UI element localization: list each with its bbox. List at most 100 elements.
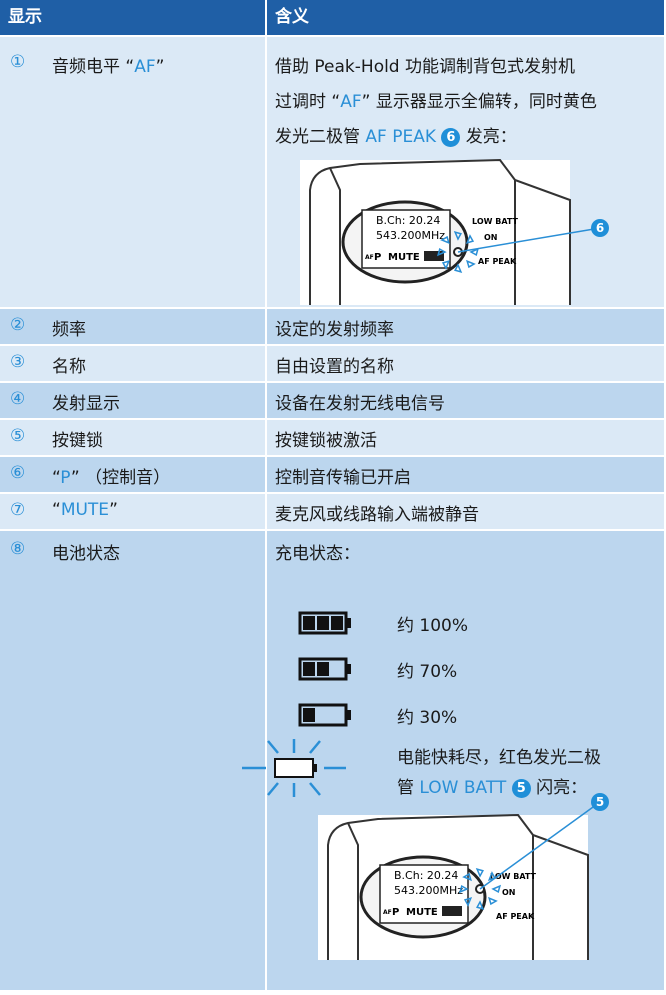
display-text: P [374, 252, 381, 263]
cell: 控制音传输已开启 [267, 457, 664, 492]
callout-number: 5 [596, 795, 604, 809]
led-ray [475, 867, 484, 878]
led-ray [440, 235, 450, 245]
led-label: ON [502, 888, 516, 897]
text: 发射显示 [52, 394, 120, 414]
item-number: ② [10, 315, 26, 335]
led-ray [458, 885, 469, 894]
led-ray [488, 896, 498, 906]
led-ray [469, 247, 480, 256]
display-text: MUTE [388, 252, 420, 263]
item-label: 按键锁 [52, 426, 103, 451]
header-cell: 显示 [0, 0, 265, 35]
meaning: 按键锁被激活 [275, 431, 377, 451]
item-label: “P” （控制音） [52, 463, 170, 488]
meaning: 设定的发射频率 [275, 320, 394, 340]
device-outline [309, 158, 571, 305]
text: 按键锁 [52, 431, 103, 451]
led-ray [466, 259, 476, 269]
device-outline [327, 813, 589, 960]
cell: 按键锁被激活 [267, 420, 664, 455]
cell: ⑦ “MUTE” [0, 494, 265, 529]
callout-badge: 5 [511, 779, 531, 798]
cell: 设备在发射无线电信号 [267, 383, 664, 418]
text: 电能快耗尽，红色发光二极 [397, 748, 601, 768]
cell: ① 音频电平 “AF” [0, 37, 265, 307]
led-ray [487, 871, 497, 881]
battery-level: 约 70% [397, 662, 458, 682]
text: 闪亮： [530, 778, 588, 798]
battery-symbol [442, 906, 462, 916]
led-label: AF PEAK [478, 257, 517, 266]
led-ray [462, 872, 472, 882]
display [361, 209, 451, 269]
text: 发光二极管 [275, 127, 366, 147]
text: ” 显示器显示全偏转，同时黄色 [361, 92, 597, 112]
item-label: 发射显示 [52, 389, 120, 414]
led-ray [453, 230, 462, 241]
callout-circle [591, 793, 609, 811]
text: 发亮： [460, 127, 517, 147]
item-label: 名称 [52, 352, 86, 377]
item-label: 电池状态 [52, 544, 120, 564]
item-number: ④ [10, 389, 26, 409]
item-number: ③ [10, 352, 26, 372]
text: P [60, 468, 71, 488]
led-ray [436, 248, 447, 257]
led-ray [454, 263, 463, 274]
cell: ④ 发射显示 [0, 383, 265, 418]
line: 管 LOW BATT 5 闪亮： [397, 773, 587, 798]
text: 音频电平 “ [52, 57, 135, 77]
battery-symbol [424, 251, 444, 261]
led-label: AF PEAK [496, 912, 535, 921]
item-number: ⑧ [10, 539, 26, 559]
item-number: ⑤ [10, 426, 26, 446]
display-text: AF [365, 254, 374, 261]
item-number: ⑦ [10, 500, 26, 520]
meaning: 麦克风或线路输入端被静音 [275, 505, 479, 525]
text: 名称 [52, 357, 86, 377]
line: 过调时 “AF” 显示器显示全偏转，同时黄色 [275, 87, 597, 112]
item-number: ① [10, 52, 26, 72]
text: MUTE [60, 500, 110, 520]
led-ray [463, 897, 473, 907]
callout-circle [591, 219, 609, 237]
display-text: B.Ch: 20.24 [376, 214, 440, 227]
led-label: LOW BATT [490, 872, 537, 881]
text: “ [52, 500, 61, 520]
display-text: AF [383, 909, 392, 916]
meaning: 自由设置的名称 [275, 357, 394, 377]
cell: ⑤ 按键锁 [0, 420, 265, 455]
item-label: 频率 [52, 315, 86, 340]
cell: ② 频率 [0, 309, 265, 344]
led-ray [491, 884, 502, 893]
callout-line [479, 801, 601, 890]
device-illustration: B.Ch: 20.24 543.200MHz AF P MUTE LOW BATT ON AF… [300, 158, 609, 305]
led-ray [476, 900, 485, 911]
callout-line [457, 227, 601, 253]
text: 频率 [52, 320, 86, 340]
battery-level: 约 100% [397, 616, 469, 636]
cell: 设定的发射频率 [267, 309, 664, 344]
display-text: 543.200MHz [394, 884, 463, 897]
callout-number: 6 [596, 221, 604, 235]
highlight: AF PEAK [365, 127, 436, 147]
item-number: ⑥ [10, 463, 26, 483]
text: ” [155, 57, 165, 77]
led-ray [441, 260, 451, 270]
cell: ⑧ 电池状态 [0, 531, 265, 990]
meaning: 设备在发射无线电信号 [275, 394, 445, 414]
item-label: 音频电平 “AF” [52, 52, 164, 77]
item-label: “MUTE” [52, 500, 118, 520]
text: ” [109, 500, 118, 520]
text: 过调时 “ [275, 92, 341, 112]
battery-level: 约 30% [397, 708, 458, 728]
text: 管 [397, 778, 420, 798]
device-illustration: B.Ch: 20.24 543.200MHz AF P MUTE LOW BATT ON AF… [318, 793, 609, 960]
display-text: P [392, 907, 399, 918]
text: 借助 Peak-Hold 功能调制背包式发射机 [275, 57, 576, 77]
text: ” （控制音） [70, 468, 171, 488]
led-label: LOW BATT [472, 217, 519, 226]
header-cell: 含义 [267, 0, 664, 35]
